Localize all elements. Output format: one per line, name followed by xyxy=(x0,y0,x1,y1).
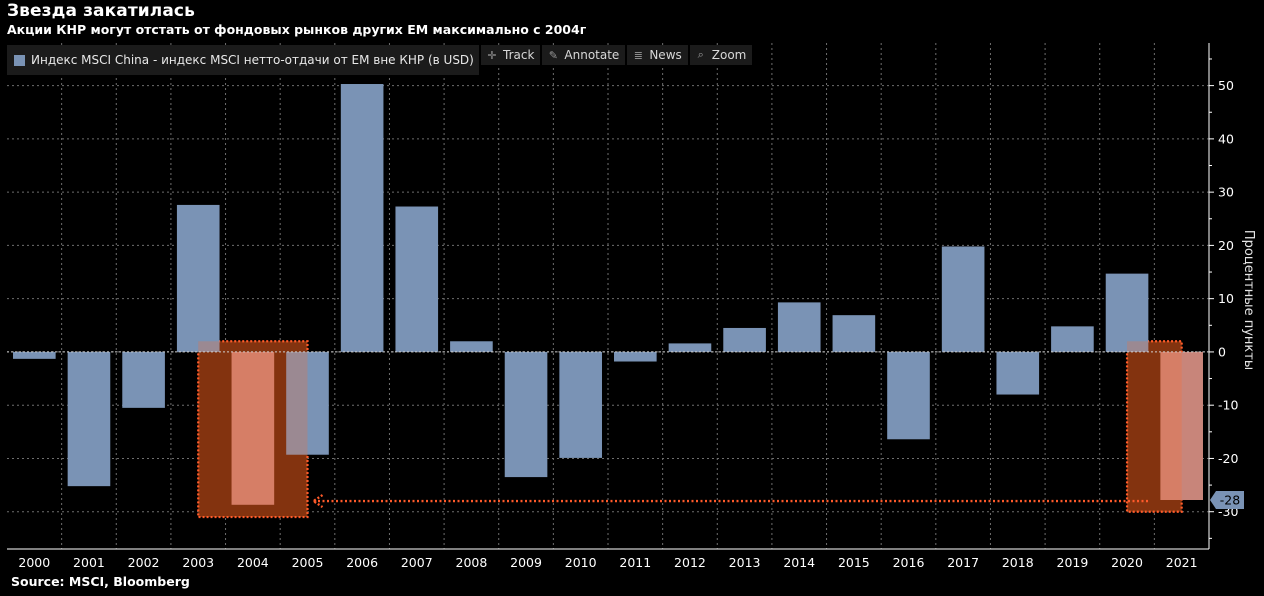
pencil-icon: ✎ xyxy=(548,48,559,62)
news-icon: ≣ xyxy=(633,48,643,62)
x-tick-label: 2004 xyxy=(237,555,269,570)
x-tick-label: 2010 xyxy=(565,555,597,570)
y-tick-label: 10 xyxy=(1218,291,1234,306)
x-tick-labels: 2000 2001 2002 2003 2004 2005 2006 2007 2008 2009… xyxy=(18,555,1197,570)
bar-2008 xyxy=(450,341,493,352)
bar-2010 xyxy=(559,351,602,458)
bar-2018 xyxy=(996,351,1040,395)
y-tick-label: 40 xyxy=(1218,131,1234,146)
x-tick-label: 2005 xyxy=(292,555,324,570)
magnifier-icon: ⌕ xyxy=(697,48,704,61)
y-tick-label: 20 xyxy=(1218,238,1234,253)
bar-2017 xyxy=(941,246,985,352)
bar-2011 xyxy=(614,351,657,362)
bars xyxy=(13,84,1203,518)
bar-2006 xyxy=(340,84,384,352)
axes xyxy=(7,43,1214,550)
x-tick-label: 2013 xyxy=(729,555,761,570)
track-button[interactable]: ✛ Track xyxy=(481,45,541,65)
bar-2005 xyxy=(286,351,329,455)
x-tick-label: 2018 xyxy=(1002,555,1034,570)
bar-2009 xyxy=(504,351,548,478)
source-note: Source: MSCI, Bloomberg xyxy=(11,574,190,589)
annotate-label: Annotate xyxy=(564,48,620,62)
zoom-label: Zoom xyxy=(711,48,747,62)
last-value-badge: -28 xyxy=(1210,490,1244,509)
x-tick-label: 2008 xyxy=(456,555,488,570)
x-tick-label: 2006 xyxy=(346,555,378,570)
x-tick-label: 2000 xyxy=(18,555,50,570)
x-tick-label: 2011 xyxy=(619,555,651,570)
bar-2015 xyxy=(832,315,876,352)
x-tick-label: 2014 xyxy=(783,555,815,570)
x-tick-label: 2016 xyxy=(893,555,925,570)
x-tick-label: 2020 xyxy=(1111,555,1143,570)
last-value-badge-shape xyxy=(1210,490,1244,509)
bar-2021 xyxy=(1160,351,1203,500)
x-tick-label: 2019 xyxy=(1057,555,1089,570)
x-tick-label: 2015 xyxy=(838,555,870,570)
bar-2012 xyxy=(668,343,712,352)
y-tick-label: -20 xyxy=(1218,451,1238,466)
annotation-arrow xyxy=(311,494,1151,509)
x-tick-label: 2017 xyxy=(947,555,979,570)
bar-2007 xyxy=(395,206,439,352)
x-tick-label: 2009 xyxy=(510,555,542,570)
crosshair-icon: ✛ xyxy=(487,48,497,62)
chart-title: Звезда закатилась xyxy=(7,1,195,21)
y-tick-label: -10 xyxy=(1218,398,1238,413)
highlight-overlay-2020 xyxy=(1127,341,1182,512)
chart-subtitle: Акции КНР могут отстать от фондовых рынк… xyxy=(7,22,587,37)
bar-2020 xyxy=(1105,273,1149,352)
x-tick-label: 2007 xyxy=(401,555,433,570)
track-label: Track xyxy=(503,48,535,62)
x-tick-label: 2021 xyxy=(1166,555,1198,570)
zoom-button[interactable]: ⌕ Zoom xyxy=(689,45,753,65)
legend: Индекс MSCI China - индекс MSCI нетто-от… xyxy=(7,45,479,75)
y-tick-label: 50 xyxy=(1218,78,1234,93)
legend-label: Индекс MSCI China - индекс MSCI нетто-от… xyxy=(31,53,474,67)
y-tick-label: 30 xyxy=(1218,185,1234,200)
last-value-badge-label: -28 xyxy=(1220,492,1240,507)
news-label: News xyxy=(649,48,682,62)
annotate-button[interactable]: ✎ Annotate xyxy=(542,45,626,65)
x-tick-label: 2003 xyxy=(182,555,214,570)
x-tick-label: 2012 xyxy=(674,555,706,570)
chart-toolbar: ✛ Track ✎ Annotate ≣ News ⌕ Zoom xyxy=(481,45,753,65)
bar-2002 xyxy=(122,351,165,408)
bar-2014 xyxy=(777,302,821,352)
legend-swatch xyxy=(14,54,25,66)
x-tick-label: 2002 xyxy=(128,555,160,570)
bar-2019 xyxy=(1051,326,1094,352)
y-axis-label: Процентные пункты xyxy=(1241,230,1256,370)
x-tick-label: 2001 xyxy=(73,555,105,570)
y-tick-label: 0 xyxy=(1218,344,1226,359)
bar-2004 xyxy=(231,351,275,505)
bar-2003 xyxy=(176,204,220,352)
news-button[interactable]: ≣ News xyxy=(627,45,688,65)
bar-2000 xyxy=(13,351,56,359)
highlight-overlay-2003 xyxy=(198,341,308,518)
bar-2001 xyxy=(67,351,111,487)
bar-2016 xyxy=(887,351,930,440)
bar-2013 xyxy=(723,327,766,352)
